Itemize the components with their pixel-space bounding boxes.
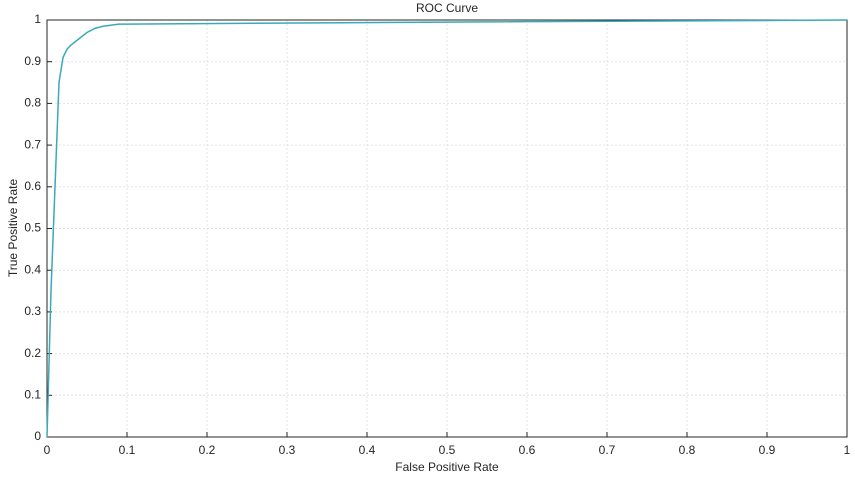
y-tick-label: 0.1 xyxy=(24,387,41,401)
x-tick-label: 0.8 xyxy=(679,443,696,457)
y-tick-label: 0.2 xyxy=(24,346,41,360)
x-axis-label: False Positive Rate xyxy=(395,460,499,474)
x-tick-label: 0 xyxy=(44,443,51,457)
x-tick-label: 0.5 xyxy=(439,443,456,457)
x-tick-label: 1 xyxy=(844,443,851,457)
y-tick-label: 0.7 xyxy=(24,137,41,151)
y-tick-label: 0.5 xyxy=(24,221,41,235)
x-tick-label: 0.6 xyxy=(519,443,536,457)
chart-title: ROC Curve xyxy=(416,1,478,15)
y-tick-label: 0.4 xyxy=(24,262,41,276)
y-tick-label: 0.3 xyxy=(24,304,41,318)
y-tick-label: 0.8 xyxy=(24,96,41,110)
x-tick-label: 0.4 xyxy=(359,443,376,457)
plot-frame xyxy=(46,19,848,438)
y-tick-label: 0.9 xyxy=(24,54,41,68)
x-tick-label: 0.9 xyxy=(759,443,776,457)
y-tick-label: 1 xyxy=(34,12,41,26)
y-tick-label: 0 xyxy=(34,429,41,443)
roc-line xyxy=(46,19,848,438)
x-tick-label: 0.1 xyxy=(119,443,136,457)
x-tick-label: 0.7 xyxy=(599,443,616,457)
y-tick-label: 0.6 xyxy=(24,179,41,193)
x-tick-label: 0.2 xyxy=(199,443,216,457)
x-tick-label: 0.3 xyxy=(279,443,296,457)
y-axis-label: True Positive Rate xyxy=(6,179,20,278)
